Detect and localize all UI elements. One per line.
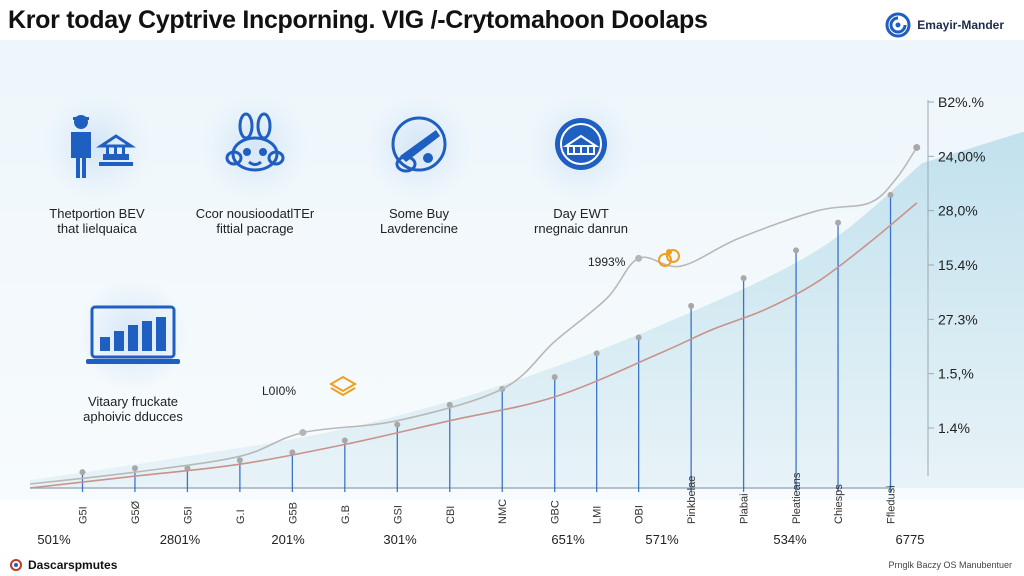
right-axis-label: 24,00% — [938, 148, 985, 164]
footer-credit: Prnglk Baczy OS Manubentuer — [888, 560, 1012, 570]
marker-label: G5B — [287, 502, 299, 524]
marker-label: GBC — [550, 500, 562, 524]
growth-area — [30, 131, 1024, 488]
marker-label: Pinkbelae — [686, 476, 698, 524]
feature-1-line1: Thetportion BEV — [49, 206, 145, 221]
feature-4-line2: rnegnaic danrun — [534, 221, 628, 236]
feature-4: Day EWT rnegnaic danrun — [496, 92, 666, 236]
marker-dot — [740, 275, 747, 282]
feature-5-line2: aphoivic dducces — [83, 409, 183, 424]
chart-title: Kror today Cyptrive Incporning. VIG /-Cr… — [8, 6, 708, 34]
marker-label: G.I — [235, 509, 247, 524]
marker-dot — [835, 219, 842, 226]
wallet-icon — [329, 375, 357, 397]
brand-logo[interactable]: Emayir-Mander — [885, 12, 1004, 38]
bottom-label-5: 651% — [551, 532, 585, 547]
marker-label: GSI — [392, 505, 404, 524]
coin-stack-icon — [658, 249, 680, 267]
marker-dot — [236, 457, 243, 464]
feature-5: Vitaary fruckate aphoivic dducces — [48, 280, 218, 424]
mascot-character-icon — [200, 92, 310, 202]
marker-dot — [887, 191, 894, 198]
right-axis-label: B2%.% — [938, 94, 984, 110]
right-axis-label: 1.4% — [938, 420, 970, 436]
marker-label: LMI — [592, 506, 604, 524]
marker-label: G5Ø — [130, 500, 142, 524]
marker-label: Ffledusi — [886, 485, 898, 524]
bottom-label-4: 301% — [383, 532, 417, 547]
marker-dot — [341, 437, 348, 444]
line-highlight-dot — [635, 254, 643, 262]
marker-label: Plabai — [739, 493, 751, 524]
marker-dot — [551, 374, 558, 381]
marker-dot — [635, 334, 642, 341]
bottom-label-6: 571% — [645, 532, 679, 547]
worker-with-building-icon — [42, 92, 152, 202]
marker-dot — [394, 421, 401, 428]
right-axis-label: 1.5,% — [938, 366, 974, 382]
brand-name: Emayir-Mander — [917, 18, 1004, 32]
marker-label: OBI — [634, 505, 646, 524]
marker-dot — [131, 465, 138, 472]
laptop-bar-chart-icon — [78, 280, 188, 390]
bottom-label-3: 201% — [271, 532, 305, 547]
point-label-1993: 1993% — [588, 255, 626, 269]
feature-3: Some Buy Lavderencine — [334, 92, 504, 236]
footer-source: Dascarspmutes — [10, 558, 117, 572]
marker-label: Chiesps — [833, 484, 845, 524]
marker-label: G5I — [182, 506, 194, 524]
feature-2-line2: fittial pacrage — [216, 221, 294, 236]
tools-roll-icon — [364, 92, 474, 202]
series-line-lower-red — [29, 202, 918, 489]
bottom-label-1: 501% — [37, 532, 71, 547]
bottom-label-8: 6775 — [895, 532, 925, 547]
marker-label: CBI — [445, 506, 457, 524]
right-axis-label: 27.3% — [938, 311, 978, 327]
right-axis-label: 28,0% — [938, 203, 978, 219]
marker-dot — [79, 469, 86, 476]
footer-source-text: Dascarspmutes — [28, 558, 118, 572]
point-label-l0i0: L0I0% — [262, 384, 297, 398]
marker-label: G.B — [340, 505, 352, 524]
bottom-label-2: 2801% — [159, 532, 201, 547]
marker-label: Pleatieans — [791, 472, 803, 524]
feature-1-line2: that lielquaica — [57, 221, 137, 236]
peak-dot — [913, 143, 921, 151]
bottom-label-7: 534% — [773, 532, 807, 547]
brand-swirl-icon — [885, 12, 911, 38]
marker-dot — [593, 350, 600, 357]
feature-3-line1: Some Buy — [389, 206, 449, 221]
marker-dot — [793, 247, 800, 254]
feature-2: Ccor nousioodatlTEr fittial pacrage — [170, 92, 340, 236]
marker-dot — [688, 302, 695, 309]
feature-2-line1: Ccor nousioodatlTEr — [195, 206, 315, 221]
series-line-upper-gray — [29, 146, 918, 485]
feature-1: Thetportion BEV that lielquaica — [12, 92, 182, 236]
right-axis-label: 15.4% — [938, 257, 978, 273]
feature-3-line2: Lavderencine — [379, 221, 459, 236]
source-logo-icon — [10, 559, 22, 571]
line-highlight-dot — [299, 429, 307, 437]
stadium-badge-icon — [526, 92, 636, 202]
marker-label: G5I — [78, 506, 90, 524]
feature-5-line1: Vitaary fruckate — [87, 394, 179, 409]
marker-dot — [446, 401, 453, 408]
feature-4-line1: Day EWT — [553, 206, 609, 221]
marker-dot — [289, 449, 296, 456]
marker-label: NMC — [497, 499, 509, 524]
